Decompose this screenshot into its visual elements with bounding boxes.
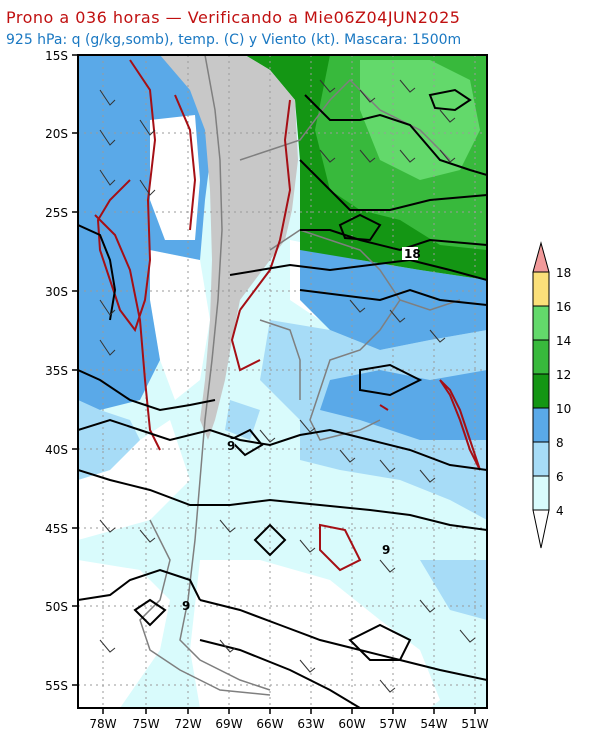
lat-label: 30S	[45, 285, 68, 299]
colorbar-segment	[532, 339, 550, 375]
colorbar-cap-bottom	[532, 509, 550, 549]
colorbar-segment	[532, 475, 550, 511]
lon-label: 51W	[461, 717, 488, 731]
lat-label: 35S	[45, 364, 68, 378]
lon-label: 63W	[297, 717, 324, 731]
contour-label: 9	[382, 543, 390, 557]
lon-label: 78W	[89, 717, 116, 731]
grid-lines	[78, 55, 487, 708]
lat-label: 55S	[45, 679, 68, 693]
lat-label: 15S	[45, 49, 68, 63]
lon-label: 60W	[338, 717, 365, 731]
colorbar	[532, 241, 550, 549]
lon-label: 54W	[420, 717, 447, 731]
longitude-axis	[102, 708, 476, 714]
colorbar-tick: 12	[556, 368, 571, 382]
latitude-axis	[72, 54, 78, 686]
plot-area	[78, 55, 487, 708]
lat-label: 20S	[45, 127, 68, 141]
lat-label: 50S	[45, 600, 68, 614]
temperature-contours	[78, 88, 487, 708]
colorbar-segment	[532, 441, 550, 477]
contour-label: 9	[182, 599, 190, 613]
colorbar-tick: 10	[556, 402, 571, 416]
colorbar-tick: 14	[556, 334, 571, 348]
colorbar-tick: 18	[556, 266, 571, 280]
colorbar-segment	[532, 305, 550, 341]
colorbar-tick: 16	[556, 300, 571, 314]
humidity-fill-below-4	[78, 240, 440, 708]
lat-label: 40S	[45, 443, 68, 457]
colorbar-tick: 8	[556, 436, 564, 450]
longitude-labels: 78W 75W 72W 69W 66W 63W 60W 57W 54W 51W	[89, 717, 488, 731]
wind-barbs	[99, 79, 476, 693]
colorbar-segment	[532, 407, 550, 443]
contour-label: 18	[404, 247, 421, 261]
map-title: Prono a 036 horas — Verificando a Mie06Z…	[6, 8, 461, 27]
colorbar-labels: 4 6 8 10 12 14 16 18	[556, 266, 571, 518]
lon-label: 75W	[132, 717, 159, 731]
colorbar-tick: 4	[556, 504, 564, 518]
lon-label: 72W	[174, 717, 201, 731]
plot-frame	[77, 54, 488, 709]
lon-label: 69W	[215, 717, 242, 731]
contour-label: 9	[227, 439, 235, 453]
colorbar-segment	[532, 271, 550, 307]
colorbar-cap-top	[532, 241, 550, 273]
lon-label: 57W	[379, 717, 406, 731]
contour-labels: 18 9 9 9	[182, 247, 421, 613]
map-subtitle: 925 hPa: q (g/kg,somb), temp. (C) y Vien…	[6, 32, 462, 48]
lon-label: 66W	[256, 717, 283, 731]
latitude-labels: 15S 20S 25S 30S 35S 40S 45S 50S 55S	[45, 49, 68, 693]
colorbar-tick: 6	[556, 470, 564, 484]
colorbar-segment	[532, 373, 550, 409]
lat-label: 45S	[45, 522, 68, 536]
lat-label: 25S	[45, 206, 68, 220]
